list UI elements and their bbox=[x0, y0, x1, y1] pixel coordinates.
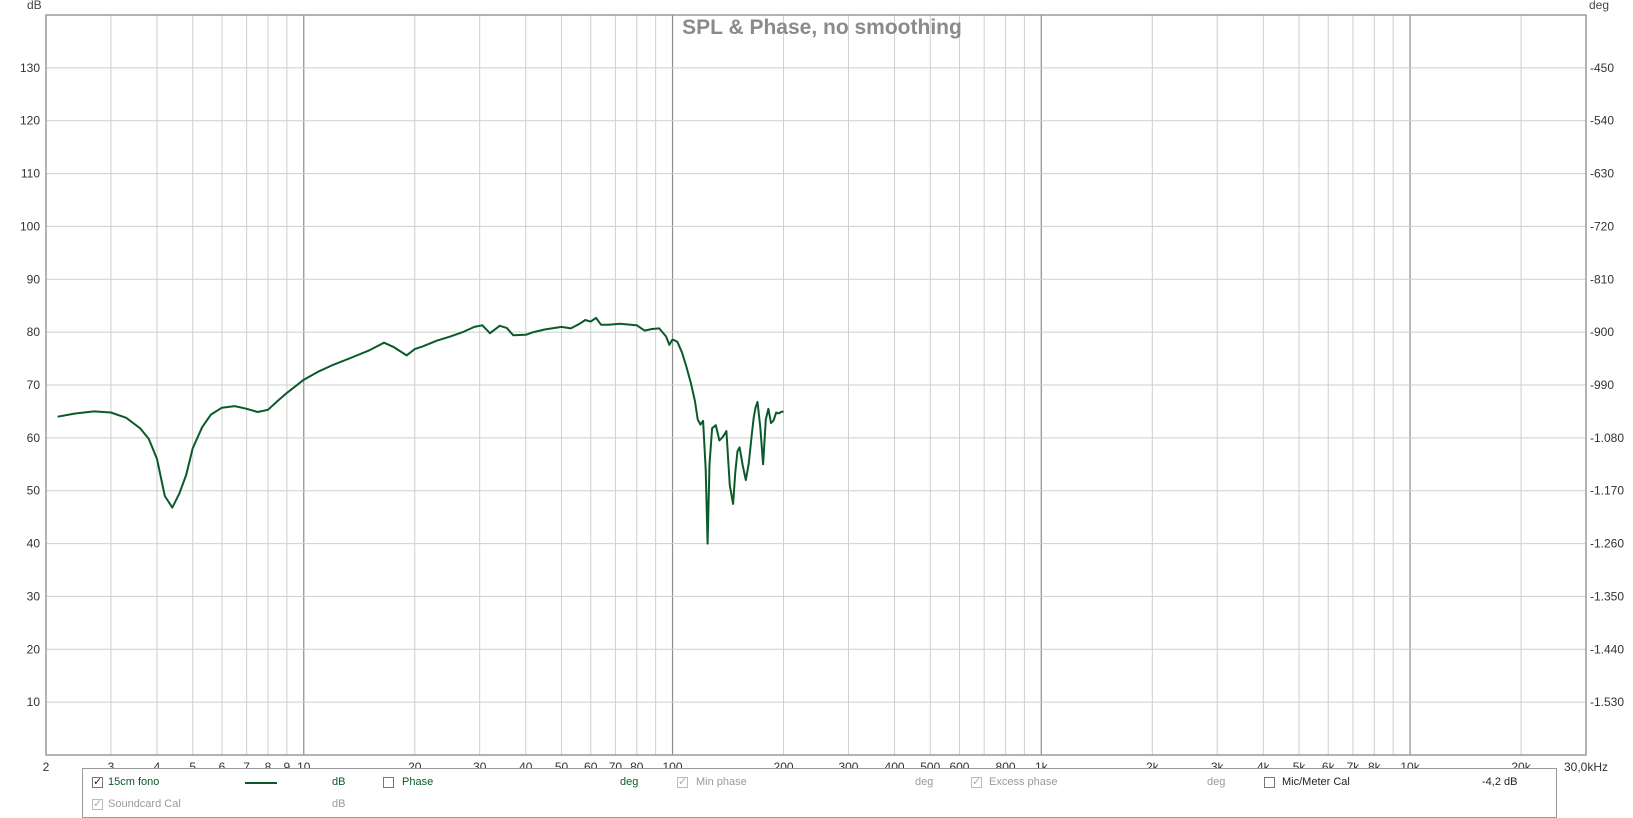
y2-tick-label: -1.350 bbox=[1590, 589, 1624, 603]
legend-swatch-15cm-fono bbox=[245, 782, 277, 784]
checkbox-phase[interactable] bbox=[383, 777, 394, 788]
y-tick-label: 50 bbox=[27, 484, 41, 498]
x-tick-label: 3 bbox=[108, 760, 115, 774]
y2-tick-label: -900 bbox=[1590, 325, 1614, 339]
chart-title: SPL & Phase, no smoothing bbox=[682, 16, 962, 39]
y2-axis-label: deg bbox=[1589, 0, 1609, 12]
checkbox-15cm-fono[interactable]: ✓ bbox=[92, 776, 103, 788]
x-tick-label: 30,0kHz bbox=[1564, 760, 1608, 774]
legend-label-min-phase: Min phase bbox=[696, 776, 747, 788]
y-tick-label: 90 bbox=[27, 272, 41, 286]
x-tick-label: 5 bbox=[189, 760, 196, 774]
y-tick-label: 80 bbox=[27, 325, 41, 339]
spl-chart: 2 3 4 5 6 7 8 9 10 20 30 40 50 60 70 80 100 200 300 400 500 6… bbox=[20, 0, 1624, 774]
legend-label-soundcard-cal: Soundcard Cal bbox=[108, 798, 181, 810]
y-tick-label: 40 bbox=[27, 537, 41, 551]
legend-value-mic-meter-cal: -4,2 dB bbox=[1482, 776, 1518, 788]
y-tick-label: 100 bbox=[20, 219, 40, 233]
x-tick-label: 9 bbox=[284, 760, 291, 774]
y2-tick-label: -810 bbox=[1590, 272, 1614, 286]
checkbox-soundcard-cal[interactable]: ✓ bbox=[92, 798, 103, 810]
grid-layer bbox=[45, 14, 1587, 756]
legend-unit-15cm-fono: dB bbox=[332, 776, 346, 788]
y-axis-label: dB bbox=[27, 0, 42, 12]
legend-label-15cm-fono: 15cm fono bbox=[108, 776, 160, 788]
legend-label-phase: Phase bbox=[402, 776, 434, 788]
legend-unit-soundcard-cal: dB bbox=[332, 798, 346, 810]
y-tick-label: 20 bbox=[27, 642, 41, 656]
y-tick-label: 110 bbox=[21, 167, 40, 181]
y2-tick-label: -630 bbox=[1590, 167, 1614, 181]
y2-tick-label: -1.170 bbox=[1590, 484, 1624, 498]
x-tick-label: 6 bbox=[219, 760, 226, 774]
legend-label-excess-phase: Excess phase bbox=[989, 776, 1058, 788]
y2-tick-label: -450 bbox=[1590, 61, 1614, 75]
checkbox-mic-meter-cal[interactable] bbox=[1264, 777, 1275, 788]
y2-tick-label: -1.440 bbox=[1590, 642, 1624, 656]
y2-tick-label: -1.080 bbox=[1590, 431, 1624, 445]
series-layer bbox=[57, 316, 784, 545]
plot-frame bbox=[45, 14, 1587, 756]
legend-unit-excess-phase: deg bbox=[1207, 776, 1226, 788]
x-tick-label: 7 bbox=[243, 760, 250, 774]
y-tick-label: 120 bbox=[20, 114, 40, 128]
y2-tick-label: -1.260 bbox=[1590, 537, 1624, 551]
legend-panel: ✓ 15cm fono dB Phase deg ✓ Min phase deg… bbox=[82, 768, 1557, 818]
y-tick-label: 130 bbox=[20, 61, 40, 75]
y-tick-label: 60 bbox=[27, 431, 41, 445]
y2-tick-label: -1.530 bbox=[1590, 695, 1624, 709]
legend-unit-min-phase: deg bbox=[915, 776, 934, 788]
legend-unit-phase: deg bbox=[620, 776, 639, 788]
y2-tick-label: -990 bbox=[1590, 378, 1614, 392]
x-tick-label: 8 bbox=[265, 760, 272, 774]
x-tick-label: 4 bbox=[154, 760, 161, 774]
y-tick-label: 30 bbox=[27, 589, 41, 603]
y-tick-label: 10 bbox=[27, 695, 41, 709]
series-line-15cm-fono bbox=[57, 316, 784, 545]
checkbox-excess-phase[interactable]: ✓ bbox=[971, 776, 982, 788]
y2-tick-label: -720 bbox=[1590, 219, 1614, 233]
x-tick-label: 2 bbox=[43, 760, 50, 774]
legend-label-mic-meter-cal: Mic/Meter Cal bbox=[1282, 776, 1350, 788]
y-tick-label: 70 bbox=[27, 378, 41, 392]
checkbox-min-phase[interactable]: ✓ bbox=[677, 776, 688, 788]
y2-tick-label: -540 bbox=[1590, 114, 1614, 128]
